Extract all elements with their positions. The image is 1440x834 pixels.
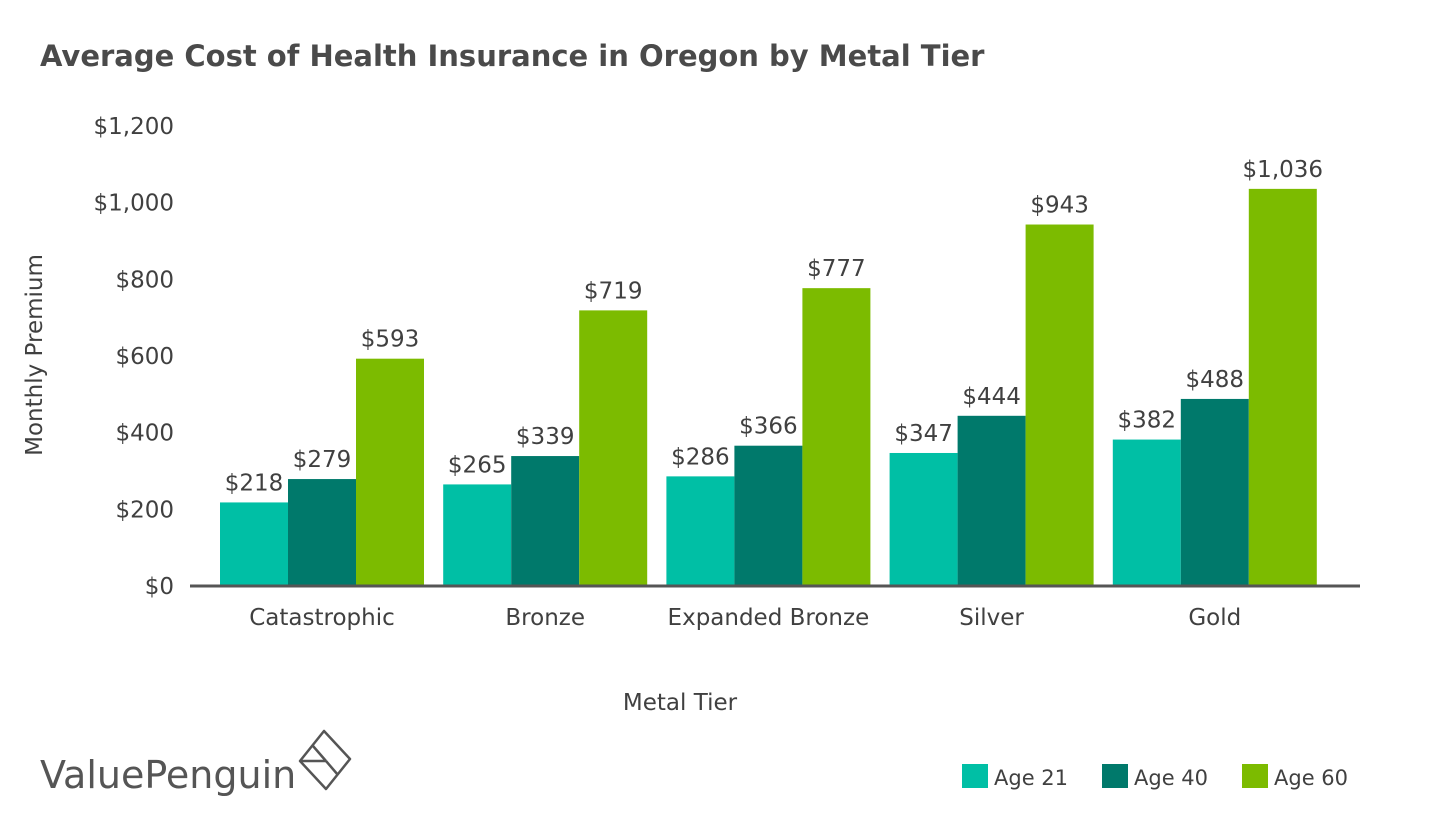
category-labels: Catastrophic Bronze Expanded Bronze Silver G…	[249, 605, 1241, 631]
category-label: Bronze	[505, 605, 585, 631]
y-tick-label: $800	[115, 267, 174, 293]
category-label: Gold	[1188, 605, 1241, 631]
y-tick-label: $0	[145, 574, 174, 600]
data-label: $1,036	[1243, 157, 1323, 183]
bar-age-60-catastrophic	[356, 358, 424, 586]
y-tick-label: $1,200	[94, 114, 174, 140]
legend-label: Age 60	[1274, 766, 1348, 790]
data-label: $488	[1186, 367, 1245, 393]
y-tick-label: $1,000	[94, 191, 174, 217]
data-label: $286	[671, 444, 730, 470]
bar-age-60-silver	[1025, 224, 1094, 586]
data-label: $339	[516, 424, 575, 450]
y-tick-label: $400	[115, 421, 174, 447]
y-tick-label: $200	[115, 497, 174, 523]
bar-age-21-expanded-bronze	[666, 476, 735, 586]
data-label: $382	[1118, 408, 1177, 434]
data-label: $943	[1030, 193, 1089, 219]
category-label: Expanded Bronze	[668, 605, 870, 631]
legend-swatch-age-40	[1102, 764, 1128, 788]
category-label: Catastrophic	[249, 605, 395, 631]
x-axis-title: Metal Tier	[623, 690, 738, 716]
brand-logo: ValuePenguin	[40, 729, 352, 797]
data-label: $593	[361, 327, 420, 353]
legend-swatch-age-21	[962, 764, 988, 788]
bar-age-21-catastrophic	[220, 502, 288, 586]
data-label: $265	[448, 452, 507, 478]
legend-label: Age 40	[1134, 766, 1208, 790]
bar-age-21-gold	[1112, 439, 1181, 586]
data-label: $366	[739, 414, 798, 440]
bar-age-40-expanded-bronze	[734, 445, 803, 586]
legend-swatch-age-60	[1242, 764, 1268, 788]
data-label: $279	[293, 447, 352, 473]
bar-age-40-catastrophic	[288, 479, 356, 586]
data-label: $719	[584, 278, 643, 304]
data-label: $444	[962, 384, 1021, 410]
y-tick-label: $600	[115, 344, 174, 370]
data-label: $347	[894, 421, 953, 447]
category-label: Silver	[959, 605, 1024, 631]
bar-age-40-bronze	[511, 456, 580, 586]
bar-age-40-silver	[957, 415, 1026, 586]
y-axis-title: Monthly Premium	[22, 254, 48, 456]
data-label: $218	[225, 470, 284, 496]
chart-title: Average Cost of Health Insurance in Oreg…	[40, 39, 985, 73]
brand-name: ValuePenguin	[40, 753, 296, 797]
bar-age-60-expanded-bronze	[802, 288, 871, 586]
bar-age-60-gold	[1248, 188, 1317, 586]
y-axis-ticks: $0 $200 $400 $600 $800 $1,000 $1,200	[94, 114, 174, 600]
bar-age-21-bronze	[443, 484, 512, 586]
data-labels: $218 $279 $593 $265 $339 $719 $286 $366 $777 $347…	[225, 157, 1323, 497]
bar-age-21-silver	[889, 452, 958, 586]
bar-age-40-gold	[1180, 398, 1249, 586]
legend: Age 21 Age 40 Age 60	[962, 764, 1348, 790]
data-label: $777	[807, 256, 866, 282]
legend-label: Age 21	[994, 766, 1068, 790]
bars	[220, 188, 1317, 586]
valuepenguin-logo-icon	[298, 729, 352, 791]
bar-age-60-bronze	[579, 310, 648, 586]
